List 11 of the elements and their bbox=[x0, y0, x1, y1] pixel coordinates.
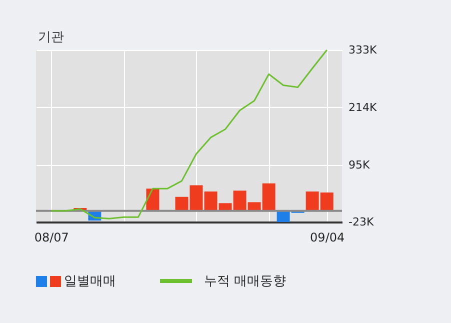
x-tick-label: 08/07 bbox=[34, 230, 69, 244]
y-tick-label: 95K bbox=[348, 158, 370, 172]
line-series bbox=[50, 49, 328, 220]
y-tick-label: 333K bbox=[348, 44, 378, 56]
y-tick-label: -23K bbox=[348, 216, 374, 228]
bar bbox=[175, 196, 188, 211]
legend-label: 일별매매 bbox=[64, 273, 116, 290]
chart-title: 기관 bbox=[38, 29, 64, 46]
x-tick-label: 09/04 bbox=[310, 230, 345, 244]
y-tick-label: 214K bbox=[348, 100, 378, 114]
legend-label: 누적 매매동향 bbox=[204, 273, 286, 290]
